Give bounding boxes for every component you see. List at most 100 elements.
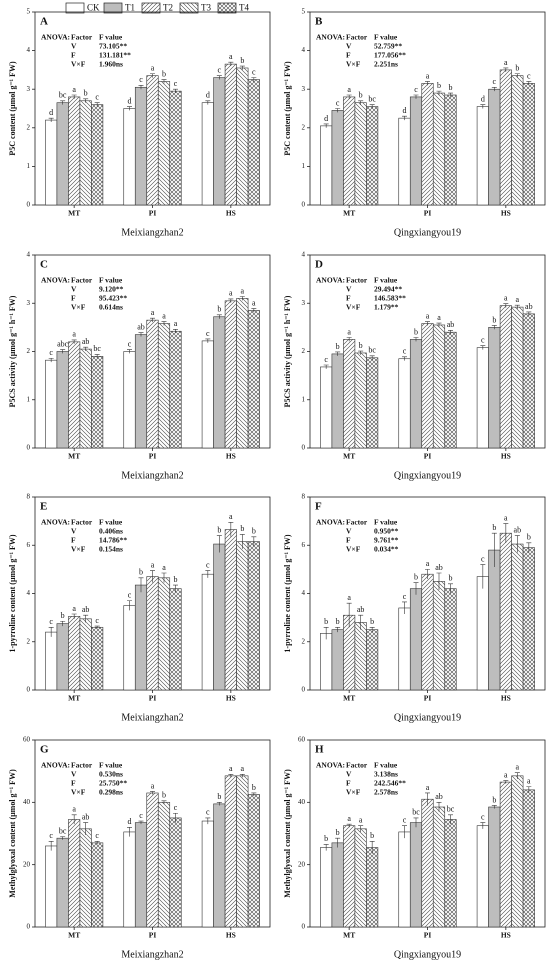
significance-letter: a — [527, 777, 531, 786]
y-tick-label: 3 — [302, 299, 306, 307]
error-bar — [239, 296, 245, 301]
anova-cell: 0.530ns — [99, 770, 123, 779]
significance-letter: a — [426, 311, 430, 320]
anova-cell: F — [71, 536, 76, 545]
anova-cell: 95.423** — [99, 294, 127, 303]
error-bar — [346, 602, 352, 628]
error-bar — [161, 572, 167, 583]
bar — [201, 102, 214, 206]
error-bar — [323, 123, 329, 128]
anova-header: ANOVA: — [316, 761, 345, 770]
bar — [354, 352, 367, 449]
significance-letter: b — [61, 611, 65, 620]
bar — [201, 340, 214, 449]
error-bar — [127, 106, 132, 111]
significance-letter: a — [241, 764, 245, 773]
bar — [56, 623, 69, 691]
error-bar — [448, 583, 453, 594]
y-tick-label: 4 — [27, 46, 31, 54]
error-bar — [138, 577, 144, 593]
error-bar — [323, 364, 329, 369]
error-bar — [346, 823, 352, 828]
significance-letter: c — [128, 591, 132, 600]
x-tick-label: PI — [149, 209, 157, 218]
bar — [409, 588, 423, 691]
bar — [488, 549, 501, 691]
y-tick-label: 4 — [302, 251, 306, 259]
significance-letter: a — [151, 308, 155, 317]
anova-cell: 0.034** — [374, 545, 399, 554]
bar — [146, 792, 159, 928]
significance-letter: b — [174, 575, 178, 584]
bar — [421, 83, 434, 206]
significance-letter: a — [151, 560, 155, 569]
error-bar — [358, 825, 364, 832]
significance-letter: a — [151, 64, 155, 73]
anova-header: ANOVA: — [41, 761, 70, 770]
significance-letter: c — [481, 812, 485, 821]
significance-letter: c — [206, 329, 210, 338]
bar — [398, 117, 411, 206]
x-tick-label: MT — [343, 452, 355, 461]
significance-letter: abc — [57, 339, 69, 348]
anova-header: Factor — [346, 761, 368, 770]
bar — [398, 358, 411, 449]
bar — [45, 631, 58, 691]
bar — [224, 300, 237, 449]
bar — [123, 831, 136, 928]
anova-cell: V — [71, 527, 77, 536]
error-bar — [425, 792, 430, 806]
bar — [79, 828, 92, 928]
significance-letter: a — [426, 71, 430, 80]
y-tick-label: 0 — [27, 923, 31, 931]
error-bar — [503, 780, 509, 784]
significance-letter: a — [229, 52, 233, 61]
error-bar — [127, 826, 132, 837]
error-bar — [526, 542, 532, 553]
significance-letter: c — [527, 71, 531, 80]
legend-label: T2 — [163, 3, 173, 13]
anova-cell: 29.494** — [374, 285, 402, 294]
significance-letter: a — [72, 805, 76, 814]
error-bar — [503, 523, 509, 543]
error-bar — [323, 626, 329, 640]
y-tick-label: 0 — [27, 444, 31, 452]
error-bar — [60, 349, 66, 354]
y-tick-label: 4 — [302, 46, 306, 54]
anova-cell: F — [346, 536, 351, 545]
significance-letter: d — [206, 91, 210, 100]
bar — [91, 626, 104, 691]
significance-letter: a — [174, 319, 178, 328]
bar — [354, 828, 367, 928]
anova-header: ANOVA: — [316, 33, 345, 42]
significance-letter: ab — [514, 525, 522, 534]
bar — [247, 310, 260, 449]
x-tick-label: MT — [343, 694, 355, 703]
error-bar — [514, 772, 520, 779]
bar — [236, 775, 249, 928]
error-bar — [251, 536, 257, 547]
significance-letter: a — [72, 85, 76, 94]
bar — [444, 94, 457, 206]
significance-letter: b — [359, 91, 363, 100]
error-bar — [369, 355, 375, 360]
error-bar — [48, 117, 54, 123]
significance-letter: a — [426, 559, 430, 568]
bar — [444, 588, 457, 691]
bar — [56, 837, 69, 928]
error-bar — [358, 100, 364, 105]
anova-header: Factor — [71, 761, 93, 770]
bar — [213, 543, 226, 691]
panel-letter: E — [40, 501, 47, 513]
y-tick-label: 2 — [302, 347, 306, 355]
bar — [409, 339, 423, 449]
error-bar — [491, 532, 497, 567]
significance-letter: c — [493, 77, 497, 86]
bar — [444, 819, 457, 928]
bar — [320, 125, 333, 206]
error-bar — [526, 81, 532, 86]
bar — [45, 359, 58, 449]
error-bar — [436, 90, 442, 95]
significance-letter: a — [72, 604, 76, 613]
bar — [432, 581, 446, 691]
